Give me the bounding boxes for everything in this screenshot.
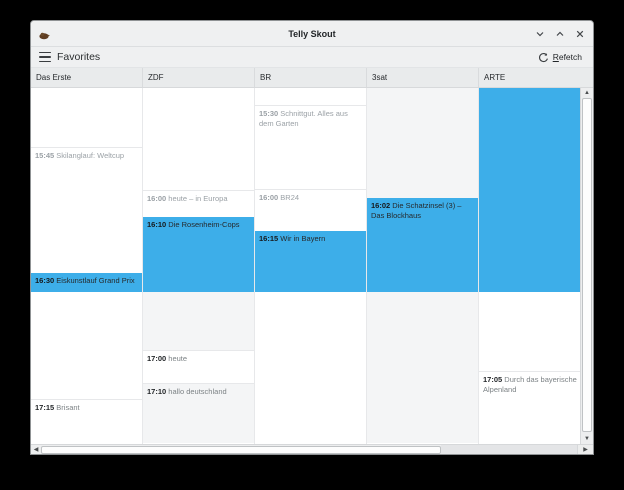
empty-cell <box>255 88 366 105</box>
channel-column: 16:02 Die Schatzinsel (3) – Das Blockhau… <box>367 88 479 444</box>
refetch-label: Refetch <box>552 52 582 62</box>
program-time: 16:30 <box>35 276 57 285</box>
page-title: Favorites <box>57 51 101 63</box>
program-title: Skilanglauf: Weltcup <box>56 151 125 160</box>
vertical-scrollbar[interactable]: ▲ ▼ <box>580 88 593 444</box>
window-title: Telly Skout <box>288 29 336 39</box>
program-title: heute <box>168 354 188 363</box>
program-title: heute – in Europa <box>168 194 228 203</box>
empty-cell <box>143 88 254 190</box>
empty-cell <box>255 292 366 443</box>
program-title: Wir in Bayern <box>280 234 326 243</box>
horizontal-scrollbar[interactable]: ◀ ▶ <box>31 444 593 454</box>
vertical-scrollbar-thumb[interactable] <box>582 98 592 432</box>
program-cell[interactable]: 17:15 Brisant <box>31 399 142 443</box>
scroll-right-icon[interactable]: ▶ <box>577 445 593 454</box>
program-cell[interactable]: 16:10 Die Rosenheim-Cops <box>143 217 254 292</box>
program-grid-viewport: 15:45 Skilanglauf: Weltcup 16:30 Eiskunst… <box>31 88 580 444</box>
program-time: 17:15 <box>35 403 57 412</box>
program-time: 16:15 <box>259 234 281 243</box>
program-cell[interactable]: 16:15 Wir in Bayern <box>255 231 366 292</box>
program-cell[interactable]: 15:45 Skilanglauf: Weltcup <box>31 147 142 273</box>
maximize-button[interactable] <box>554 29 565 40</box>
program-cell[interactable]: 16:00 heute – in Europa <box>143 190 254 217</box>
program-grid: 15:45 Skilanglauf: Weltcup 16:30 Eiskunst… <box>31 88 580 444</box>
program-time: 17:00 <box>147 354 169 363</box>
empty-cell[interactable] <box>479 88 580 292</box>
refetch-button[interactable]: Refetch <box>535 50 585 65</box>
program-title: Eiskunstlauf Grand Prix <box>56 276 135 285</box>
program-title: Schnittgut. Alles aus dem Garten <box>259 109 348 128</box>
channel-header-row: Das Erste ZDF BR 3sat ARTE <box>31 68 593 88</box>
empty-cell <box>367 88 478 198</box>
channel-column: 17:05 Durch das bayerische Alpenland <box>479 88 580 444</box>
program-title: Brisant <box>56 403 80 412</box>
scroll-down-icon[interactable]: ▼ <box>584 436 590 442</box>
channel-column: 16:00 heute – in Europa 16:10 Die Rosenhe… <box>143 88 255 444</box>
empty-cell <box>143 292 254 350</box>
program-title: BR24 <box>280 193 300 202</box>
empty-cell <box>31 88 142 147</box>
toolbar: Favorites Refetch <box>31 47 593 68</box>
program-cell[interactable]: 16:30 Eiskunstlauf Grand Prix <box>31 273 142 292</box>
program-time: 16:10 <box>147 220 169 229</box>
program-time: 16:00 <box>147 194 169 203</box>
app-window: Telly Skout Favorites Refetch Das Erste Z <box>30 20 594 455</box>
scroll-up-icon[interactable]: ▲ <box>584 90 590 96</box>
channel-column: 15:45 Skilanglauf: Weltcup 16:30 Eiskunst… <box>31 88 143 444</box>
minimize-button[interactable] <box>534 29 545 40</box>
program-title: Durch das bayerische Alpenland <box>483 375 577 394</box>
program-cell[interactable]: 17:05 Durch das bayerische Alpenland <box>479 371 580 443</box>
program-cell[interactable]: 17:10 hallo deutschland <box>143 383 254 443</box>
channel-header: ZDF <box>143 68 255 87</box>
horizontal-scrollbar-track[interactable] <box>441 445 577 454</box>
program-time: 17:05 <box>483 375 505 384</box>
program-time: 17:10 <box>147 387 169 396</box>
program-cell[interactable]: 16:02 Die Schatzinsel (3) – Das Blockhau… <box>367 198 478 292</box>
app-icon <box>38 28 51 46</box>
program-title: Die Schatzinsel (3) – Das Blockhaus <box>371 201 462 220</box>
menu-icon[interactable] <box>39 52 51 62</box>
channel-column: 15:30 Schnittgut. Alles aus dem Garten 16… <box>255 88 367 444</box>
program-time: 16:02 <box>371 201 393 210</box>
channel-header: BR <box>255 68 367 87</box>
titlebar: Telly Skout <box>31 21 593 47</box>
channel-header: Das Erste <box>31 68 143 87</box>
close-button[interactable] <box>574 29 585 40</box>
program-title: hallo deutschland <box>168 387 227 396</box>
program-time: 15:30 <box>259 109 281 118</box>
empty-cell <box>31 292 142 399</box>
refresh-icon <box>538 52 548 62</box>
channel-header: ARTE <box>484 73 506 82</box>
empty-cell <box>367 292 478 443</box>
channel-header: 3sat <box>367 68 479 87</box>
empty-cell <box>479 292 580 371</box>
program-cell[interactable]: 17:00 heute <box>143 350 254 383</box>
program-time: 16:00 <box>259 193 281 202</box>
program-cell[interactable]: 16:00 BR24 <box>255 189 366 231</box>
program-title: Die Rosenheim-Cops <box>168 220 240 229</box>
horizontal-scrollbar-thumb[interactable] <box>41 445 441 454</box>
scroll-left-icon[interactable]: ◀ <box>33 447 39 453</box>
program-time: 15:45 <box>35 151 57 160</box>
program-cell[interactable]: 15:30 Schnittgut. Alles aus dem Garten <box>255 105 366 189</box>
